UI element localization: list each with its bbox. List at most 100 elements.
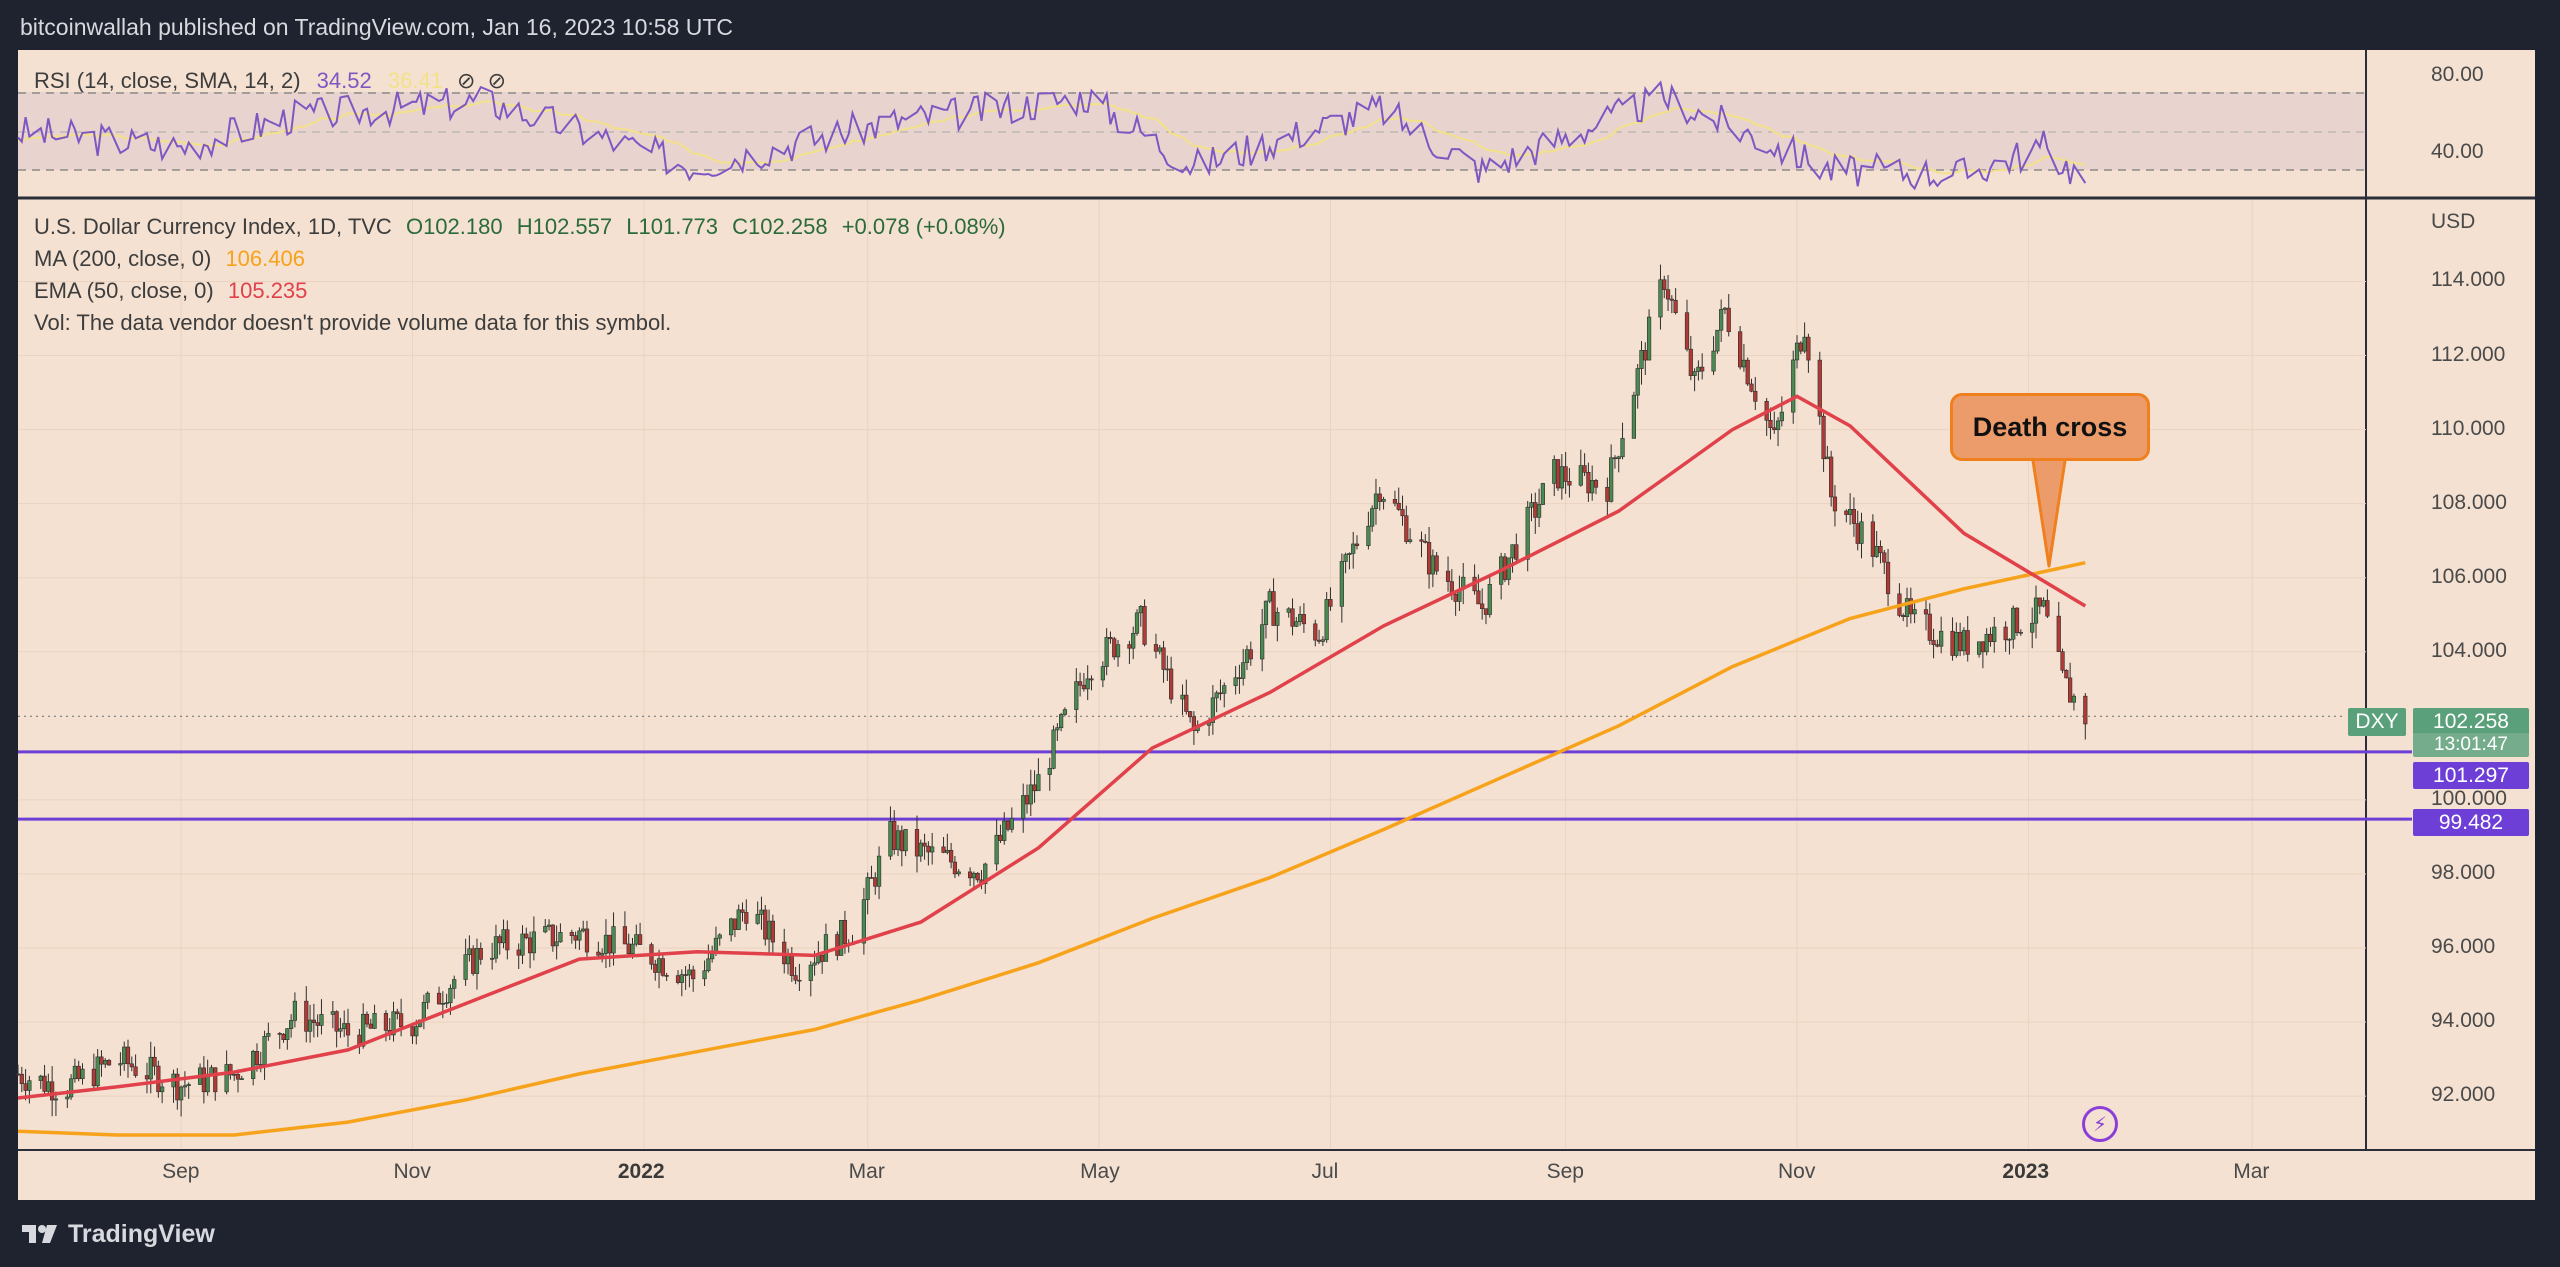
candle-body — [1153, 644, 1159, 652]
candle-body — [368, 1023, 373, 1029]
candle-body — [812, 962, 817, 966]
candle-body — [50, 1081, 55, 1101]
candle-body — [1210, 697, 1215, 723]
candle-body — [228, 1064, 233, 1076]
candle-body — [687, 969, 692, 976]
candle-body — [160, 1086, 165, 1093]
candle-body — [1161, 647, 1166, 670]
candle-body — [1536, 504, 1542, 518]
rsi-line — [17, 80, 2087, 191]
candle-body — [1563, 466, 1568, 482]
candle-body — [1233, 677, 1238, 686]
candle-body — [1954, 631, 1959, 656]
candle-body — [1339, 561, 1344, 607]
candle-body — [1738, 331, 1743, 368]
candle-body — [1961, 630, 1967, 652]
candle-body — [1722, 307, 1728, 310]
candle-body — [501, 929, 506, 944]
candle-body — [1028, 784, 1033, 805]
candle-body — [452, 979, 457, 989]
candle-body — [744, 912, 749, 924]
flash-icon[interactable]: ⚡ — [2082, 1106, 2118, 1142]
price-axis-label: 92.000 — [2431, 1083, 2496, 1107]
candle-body — [930, 846, 935, 853]
candle-body — [1089, 678, 1094, 681]
candle-body — [1988, 633, 1993, 643]
candle-body — [330, 1011, 335, 1015]
candle-body — [1271, 591, 1276, 626]
candle-body — [1313, 623, 1318, 641]
candle-body — [797, 979, 802, 982]
symbol-legend[interactable]: U.S. Dollar Currency Index, 1D, TVC O102… — [34, 214, 1006, 240]
ohlc-change: +0.078 (+0.08%) — [841, 214, 1006, 239]
settings-eye-icon[interactable]: ⊘ — [487, 68, 507, 93]
price-axis-label: 94.000 — [2431, 1009, 2496, 1033]
candle-body — [505, 929, 510, 951]
candle-body — [2083, 695, 2088, 725]
candle-body — [292, 1000, 298, 1021]
candle-body — [1578, 465, 1583, 486]
hide-eye-icon[interactable]: ⊘ — [457, 68, 476, 93]
candle-body — [1673, 299, 1678, 313]
candle-body — [1324, 599, 1329, 641]
candle-body — [755, 913, 760, 924]
candle-body — [1453, 593, 1458, 602]
candle-body — [1772, 427, 1777, 431]
candle-body — [1646, 316, 1652, 361]
candle-body — [558, 932, 563, 943]
candle-body — [1021, 795, 1026, 819]
candle-body — [46, 1081, 51, 1092]
candle-body — [603, 934, 609, 954]
candle-body — [732, 918, 738, 930]
candle-body — [1354, 543, 1360, 546]
candle-body — [1593, 480, 1599, 488]
candle-body — [2037, 597, 2042, 607]
tradingview-logo[interactable]: TradingView — [20, 1218, 215, 1250]
candle-body — [1275, 612, 1280, 626]
candle-body — [1445, 570, 1451, 582]
candle-body — [596, 951, 601, 956]
candle-body — [361, 1013, 366, 1047]
candle-body — [660, 958, 665, 976]
ema-50-line — [17, 394, 2087, 1100]
candle-body — [182, 1085, 188, 1088]
candle-body — [1715, 329, 1720, 352]
candle-body — [448, 987, 453, 1004]
candle-body — [1222, 685, 1227, 694]
candle-body — [1351, 543, 1356, 554]
tradingview-logo-icon — [22, 1225, 57, 1243]
candle-body — [1408, 539, 1413, 542]
candle-body — [835, 934, 840, 956]
candle-body — [952, 861, 958, 875]
candle-body — [550, 924, 555, 947]
death-cross-annotation[interactable]: Death cross — [1950, 393, 2150, 461]
candle-body — [1169, 668, 1174, 700]
candle-body — [637, 934, 643, 945]
candle-body — [998, 834, 1003, 841]
candle-body — [38, 1075, 43, 1081]
rsi-legend[interactable]: RSI (14, close, SMA, 14, 2) 34.52 36.41 … — [34, 68, 506, 94]
candle-body — [569, 932, 574, 936]
candle-body — [1711, 350, 1716, 372]
candle-body — [1859, 521, 1864, 544]
candle-body — [1115, 644, 1121, 658]
candle-body — [1373, 493, 1379, 509]
candle-body — [1825, 456, 1830, 460]
candle-body — [808, 964, 813, 981]
candle-body — [717, 934, 722, 939]
candle-body — [543, 926, 548, 933]
candle-body — [861, 899, 866, 944]
candle-body — [1263, 600, 1269, 625]
ema-legend[interactable]: EMA (50, close, 0) 105.235 — [34, 278, 307, 304]
candle-body — [232, 1074, 237, 1076]
candle-body — [1791, 359, 1796, 413]
ma-legend[interactable]: MA (200, close, 0) 106.406 — [34, 246, 305, 272]
candle-body — [1430, 555, 1435, 575]
candle-body — [1032, 784, 1037, 792]
candle-body — [251, 1050, 256, 1079]
candle-body — [1191, 716, 1196, 731]
candle-body — [759, 909, 764, 915]
candle-body — [1806, 336, 1811, 361]
candle-body — [1480, 603, 1485, 609]
